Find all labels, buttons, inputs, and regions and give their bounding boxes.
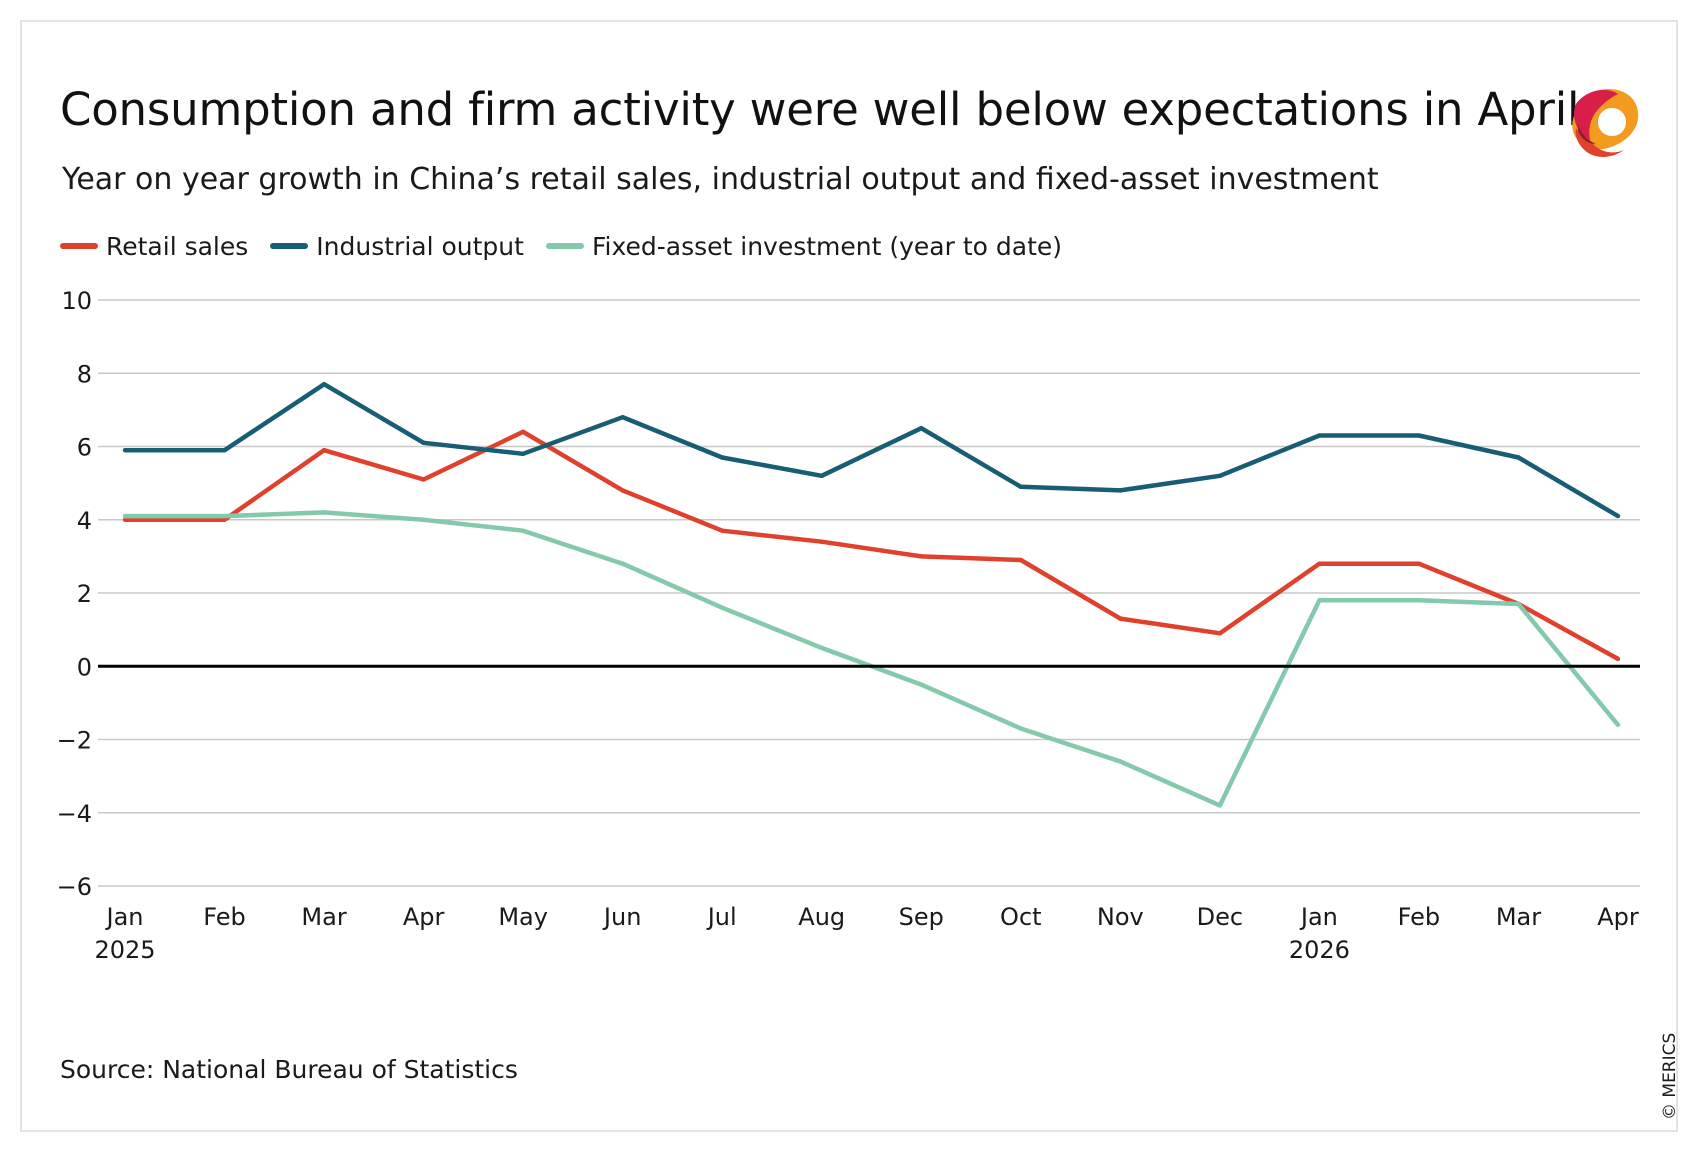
data-point bbox=[1217, 473, 1223, 478]
data-point bbox=[1018, 557, 1023, 563]
data-point bbox=[620, 561, 625, 566]
copyright-note: © MERICS bbox=[1660, 1032, 1680, 1120]
data-point bbox=[620, 488, 625, 493]
legend-swatch-fixed-asset-investment bbox=[545, 243, 584, 249]
legend-label-retail-sales: Retail sales bbox=[106, 231, 249, 261]
data-point bbox=[122, 517, 128, 522]
chart-title: Consumption and firm activity were well … bbox=[60, 83, 1580, 136]
data-point bbox=[520, 429, 526, 435]
y-tick-label: 4 bbox=[77, 507, 92, 535]
data-point bbox=[222, 447, 227, 453]
merics-logo-icon bbox=[1572, 88, 1639, 157]
legend-label-industrial-output: Industrial output bbox=[316, 231, 524, 261]
y-tick-label: −4 bbox=[57, 800, 92, 828]
data-point bbox=[1615, 722, 1621, 728]
data-point bbox=[1118, 488, 1123, 493]
series-line-0 bbox=[125, 429, 1620, 661]
x-tick-label: Mar bbox=[301, 903, 346, 931]
data-point bbox=[1118, 759, 1123, 764]
x-tick-label: Aug bbox=[798, 903, 845, 931]
legend-swatch-industrial-output bbox=[270, 243, 309, 249]
legend-swatch-retail-sales bbox=[60, 243, 98, 249]
data-point bbox=[819, 539, 824, 544]
data-point bbox=[1516, 455, 1521, 460]
data-point bbox=[321, 447, 327, 453]
data-point bbox=[1416, 433, 1422, 438]
data-point bbox=[620, 415, 625, 420]
y-tick-label: −6 bbox=[57, 873, 92, 901]
x-tick-label: Oct bbox=[1000, 903, 1042, 931]
data-point bbox=[1018, 484, 1023, 489]
y-tick-label: −2 bbox=[57, 727, 92, 755]
x-year-label: 2025 bbox=[94, 936, 155, 964]
data-point bbox=[1018, 726, 1023, 731]
data-point bbox=[421, 440, 426, 446]
data-point bbox=[1317, 433, 1322, 438]
x-tick-label: May bbox=[498, 903, 548, 931]
x-tick-label: Jan bbox=[1299, 903, 1338, 931]
x-tick-label: Jun bbox=[602, 903, 642, 931]
x-tick-label: Jul bbox=[706, 903, 737, 931]
x-tick-label: Feb bbox=[1398, 903, 1441, 931]
data-point bbox=[1416, 561, 1422, 566]
data-point bbox=[1317, 598, 1322, 603]
y-tick-label: 0 bbox=[77, 653, 92, 681]
data-point bbox=[1615, 656, 1621, 662]
legend-item-retail-sales: Retail sales bbox=[60, 232, 248, 261]
x-tick-label: Apr bbox=[403, 903, 445, 931]
source-note: Source: National Bureau of Statistics bbox=[60, 1055, 518, 1084]
legend-item-industrial-output: Industrial output bbox=[270, 232, 524, 261]
data-point bbox=[919, 425, 924, 431]
chart-subtitle: Year on year growth in China’s retail sa… bbox=[62, 162, 1379, 197]
data-point bbox=[122, 447, 128, 453]
data-point bbox=[1217, 631, 1223, 636]
data-point bbox=[321, 382, 327, 387]
x-year-label: 2026 bbox=[1289, 936, 1350, 964]
y-tick-label: 8 bbox=[77, 360, 92, 388]
data-point bbox=[1317, 561, 1322, 566]
data-point bbox=[720, 605, 725, 610]
x-tick-label: Nov bbox=[1097, 903, 1144, 931]
series-line-1 bbox=[125, 381, 1620, 519]
data-point bbox=[819, 473, 824, 478]
data-point bbox=[222, 513, 227, 519]
data-point bbox=[919, 554, 924, 559]
data-point bbox=[321, 510, 327, 515]
data-point bbox=[122, 513, 128, 519]
x-tick-label: Apr bbox=[1597, 903, 1639, 931]
y-tick-label: 10 bbox=[61, 287, 92, 315]
x-tick-label: Mar bbox=[1496, 903, 1541, 931]
chart-frame bbox=[20, 20, 1678, 1132]
data-point bbox=[1615, 513, 1621, 519]
data-point bbox=[919, 682, 924, 687]
x-tick-label: Sep bbox=[899, 903, 944, 931]
data-point bbox=[1516, 601, 1521, 607]
x-tick-label: Dec bbox=[1197, 903, 1243, 931]
data-point bbox=[720, 528, 725, 533]
legend-label-fixed-asset-investment: Fixed-asset investment (year to date) bbox=[591, 231, 1063, 261]
y-tick-label: 2 bbox=[77, 580, 92, 608]
data-point bbox=[1217, 803, 1223, 808]
data-point bbox=[720, 455, 725, 460]
data-point bbox=[1118, 616, 1123, 621]
y-tick-label: 6 bbox=[77, 434, 92, 462]
chart-legend: Retail sales Industrial output Fixed-ass… bbox=[60, 226, 1084, 266]
data-point bbox=[819, 645, 824, 651]
x-tick-label: Feb bbox=[203, 903, 246, 931]
data-point bbox=[1416, 598, 1422, 603]
data-point bbox=[421, 477, 426, 482]
series-line-2 bbox=[125, 510, 1620, 808]
x-tick-label: Jan bbox=[105, 903, 144, 931]
data-point bbox=[421, 517, 426, 522]
legend-item-fixed-asset-investment: Fixed-asset investment (year to date) bbox=[545, 231, 1063, 261]
data-point bbox=[520, 451, 526, 457]
data-point bbox=[520, 528, 526, 533]
data-point bbox=[222, 517, 227, 522]
